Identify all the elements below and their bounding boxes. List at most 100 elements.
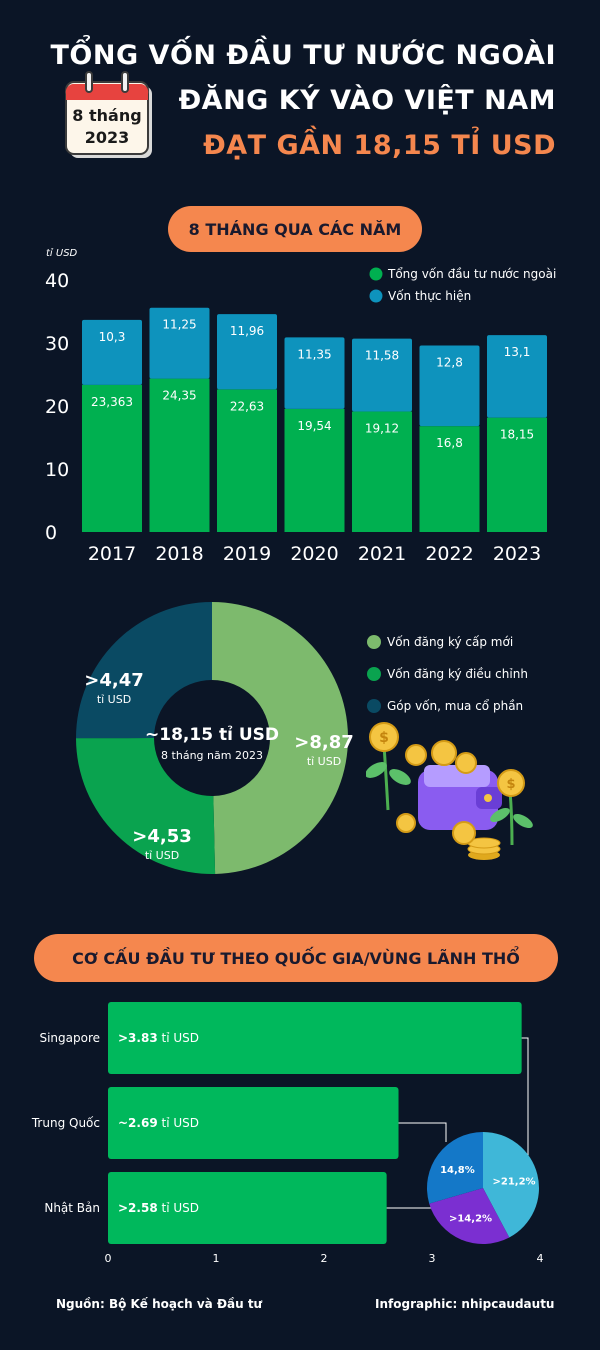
x-tick-label: 2019 <box>223 543 271 560</box>
data-label-realized: 11,35 <box>297 347 331 361</box>
hbar-bar <box>108 1087 399 1159</box>
data-label-realized: 13,1 <box>504 345 531 359</box>
hbar-category-label: Singapore <box>39 1031 100 1045</box>
hbar-value-label: >2.58 tỉ USD <box>118 1201 199 1215</box>
calendar-icon: 8 tháng 2023 <box>62 70 158 162</box>
donut-legend-label: Góp vốn, mua cổ phần <box>387 699 523 713</box>
bar-segment-realized <box>217 314 277 390</box>
data-label-realized: 11,25 <box>162 318 196 332</box>
horizontal-bar-chart: Singapore >3.83 tỉ USD Trung Quốc ~2.69 tỉ … <box>31 1002 544 1265</box>
donut-slice-unit: tỉ USD <box>145 849 179 862</box>
x-tick-label: 2021 <box>358 543 406 560</box>
donut-slice <box>76 602 212 739</box>
pie-slice-label: >14,2% <box>449 1213 492 1224</box>
pie-slice-label: 14,8% <box>440 1165 475 1176</box>
hbar-x-tick: 1 <box>213 1252 220 1265</box>
legend-label: Tổng vốn đầu tư nước ngoài <box>387 267 556 281</box>
hbar-bar <box>108 1172 387 1244</box>
y-tick-label: 40 <box>45 270 69 292</box>
bar-segment-realized <box>419 345 480 427</box>
wallet-coins-plants-icon: $ $ <box>366 722 533 860</box>
bar-segment-total <box>284 408 345 532</box>
x-tick-label: 2020 <box>290 543 338 560</box>
y-axis-label: tỉ USD <box>46 247 78 259</box>
data-label-realized: 12,8 <box>436 356 463 370</box>
donut-legend-label: Vốn đăng ký điều chỉnh <box>387 667 528 681</box>
data-label-total: 18,15 <box>500 428 534 442</box>
hbar-category-label: Trung Quốc <box>31 1116 100 1130</box>
x-tick-label: 2018 <box>155 543 203 560</box>
connector-line <box>398 1122 447 1142</box>
bar-segment-total <box>487 417 547 532</box>
pie-slice <box>427 1132 483 1204</box>
x-tick-label: 2022 <box>425 543 473 560</box>
hbar-value-label: ~2.69 tỉ USD <box>118 1116 199 1130</box>
page-title-line3: ĐẠT GẦN 18,15 TỈ USD <box>203 130 556 161</box>
bar-segment-realized <box>284 337 345 409</box>
bar-segment-realized <box>487 335 547 418</box>
donut-slice-value: >4,53 <box>132 826 192 847</box>
bar-segment-realized <box>149 307 210 379</box>
data-label-total: 16,8 <box>436 436 463 450</box>
data-label-total: 24,35 <box>162 389 196 403</box>
y-tick-label: 20 <box>45 396 69 418</box>
hbar-value-label: >3.83 tỉ USD <box>118 1031 199 1045</box>
hbar-bar <box>108 1002 522 1074</box>
donut-slice-value: >8,87 <box>294 732 354 753</box>
y-tick-label: 0 <box>45 522 57 544</box>
bar-segment-total <box>419 426 480 532</box>
donut-legend-label: Vốn đăng ký cấp mới <box>387 635 513 649</box>
connector-line <box>521 1037 529 1176</box>
bar-segment-total <box>82 384 142 532</box>
data-label-realized: 10,3 <box>99 330 126 344</box>
donut-slice-unit: tỉ USD <box>307 755 341 768</box>
page-title-line1: TỔNG VỐN ĐẦU TƯ NƯỚC NGOÀI <box>50 40 556 71</box>
donut-legend-swatch <box>367 667 381 681</box>
pie-slice <box>483 1132 539 1238</box>
section-pill-years: 8 THÁNG QUA CÁC NĂM <box>168 206 422 252</box>
x-tick-label: 2023 <box>493 543 541 560</box>
source-note: Nguồn: Bộ Kế hoạch và Đầu tư <box>56 1297 263 1311</box>
hbar-x-tick: 2 <box>321 1252 328 1265</box>
donut-chart: ~18,15 tỉ USD 8 tháng năm 2023 >8,87 tỉ U… <box>76 602 354 874</box>
share-pie-chart: >21,2% >14,2% 14,8% <box>427 1132 539 1244</box>
credit-note: Infographic: nhipcaudautu <box>375 1297 555 1311</box>
data-label-total: 22,63 <box>230 399 264 413</box>
x-tick-label: 2017 <box>88 543 136 560</box>
donut-slice-unit: tỉ USD <box>97 693 131 706</box>
y-tick-label: 30 <box>45 333 69 355</box>
bar-segment-total <box>352 411 412 532</box>
hbar-x-tick: 4 <box>537 1252 544 1265</box>
hbar-x-tick: 0 <box>105 1252 112 1265</box>
pie-slice-label: >21,2% <box>493 1176 536 1187</box>
data-label-total: 23,363 <box>91 395 133 409</box>
data-label-realized: 11,96 <box>230 324 264 338</box>
donut-legend-swatch <box>367 699 381 713</box>
legend-swatch <box>369 289 383 303</box>
bar-segment-total <box>217 389 277 532</box>
stacked-bar-chart: tỉ USD 0 10 20 30 40 23,363 10,3 24,35 11,25 22,… <box>45 247 556 560</box>
legend-label: Vốn thực hiện <box>388 289 471 303</box>
y-tick-label: 10 <box>45 459 69 481</box>
data-label-total: 19,12 <box>365 422 399 436</box>
bar-segment-realized <box>82 319 142 385</box>
hbar-category-label: Nhật Bản <box>44 1201 100 1215</box>
donut-legend-swatch <box>367 635 381 649</box>
bar-segment-total <box>149 378 210 532</box>
svg-text:$: $ <box>506 777 515 792</box>
donut-center-value: ~18,15 tỉ USD <box>145 725 279 745</box>
bar-segment-realized <box>352 338 412 412</box>
svg-text:$: $ <box>379 730 389 746</box>
pie-slice <box>429 1188 510 1244</box>
donut-legend: Vốn đăng ký cấp mới Vốn đăng ký điều chỉn… <box>367 635 528 713</box>
data-label-realized: 11,58 <box>365 349 399 363</box>
donut-slice <box>76 738 216 874</box>
calendar-text-month: 8 tháng <box>72 106 142 125</box>
hbar-x-tick: 3 <box>429 1252 436 1265</box>
donut-slice <box>212 602 348 874</box>
page-title-line2: ĐĂNG KÝ VÀO VIỆT NAM <box>178 85 556 116</box>
calendar-text-year: 2023 <box>84 128 130 147</box>
donut-center-sub: 8 tháng năm 2023 <box>161 749 263 762</box>
legend-swatch <box>369 267 383 281</box>
data-label-total: 19,54 <box>297 419 331 433</box>
